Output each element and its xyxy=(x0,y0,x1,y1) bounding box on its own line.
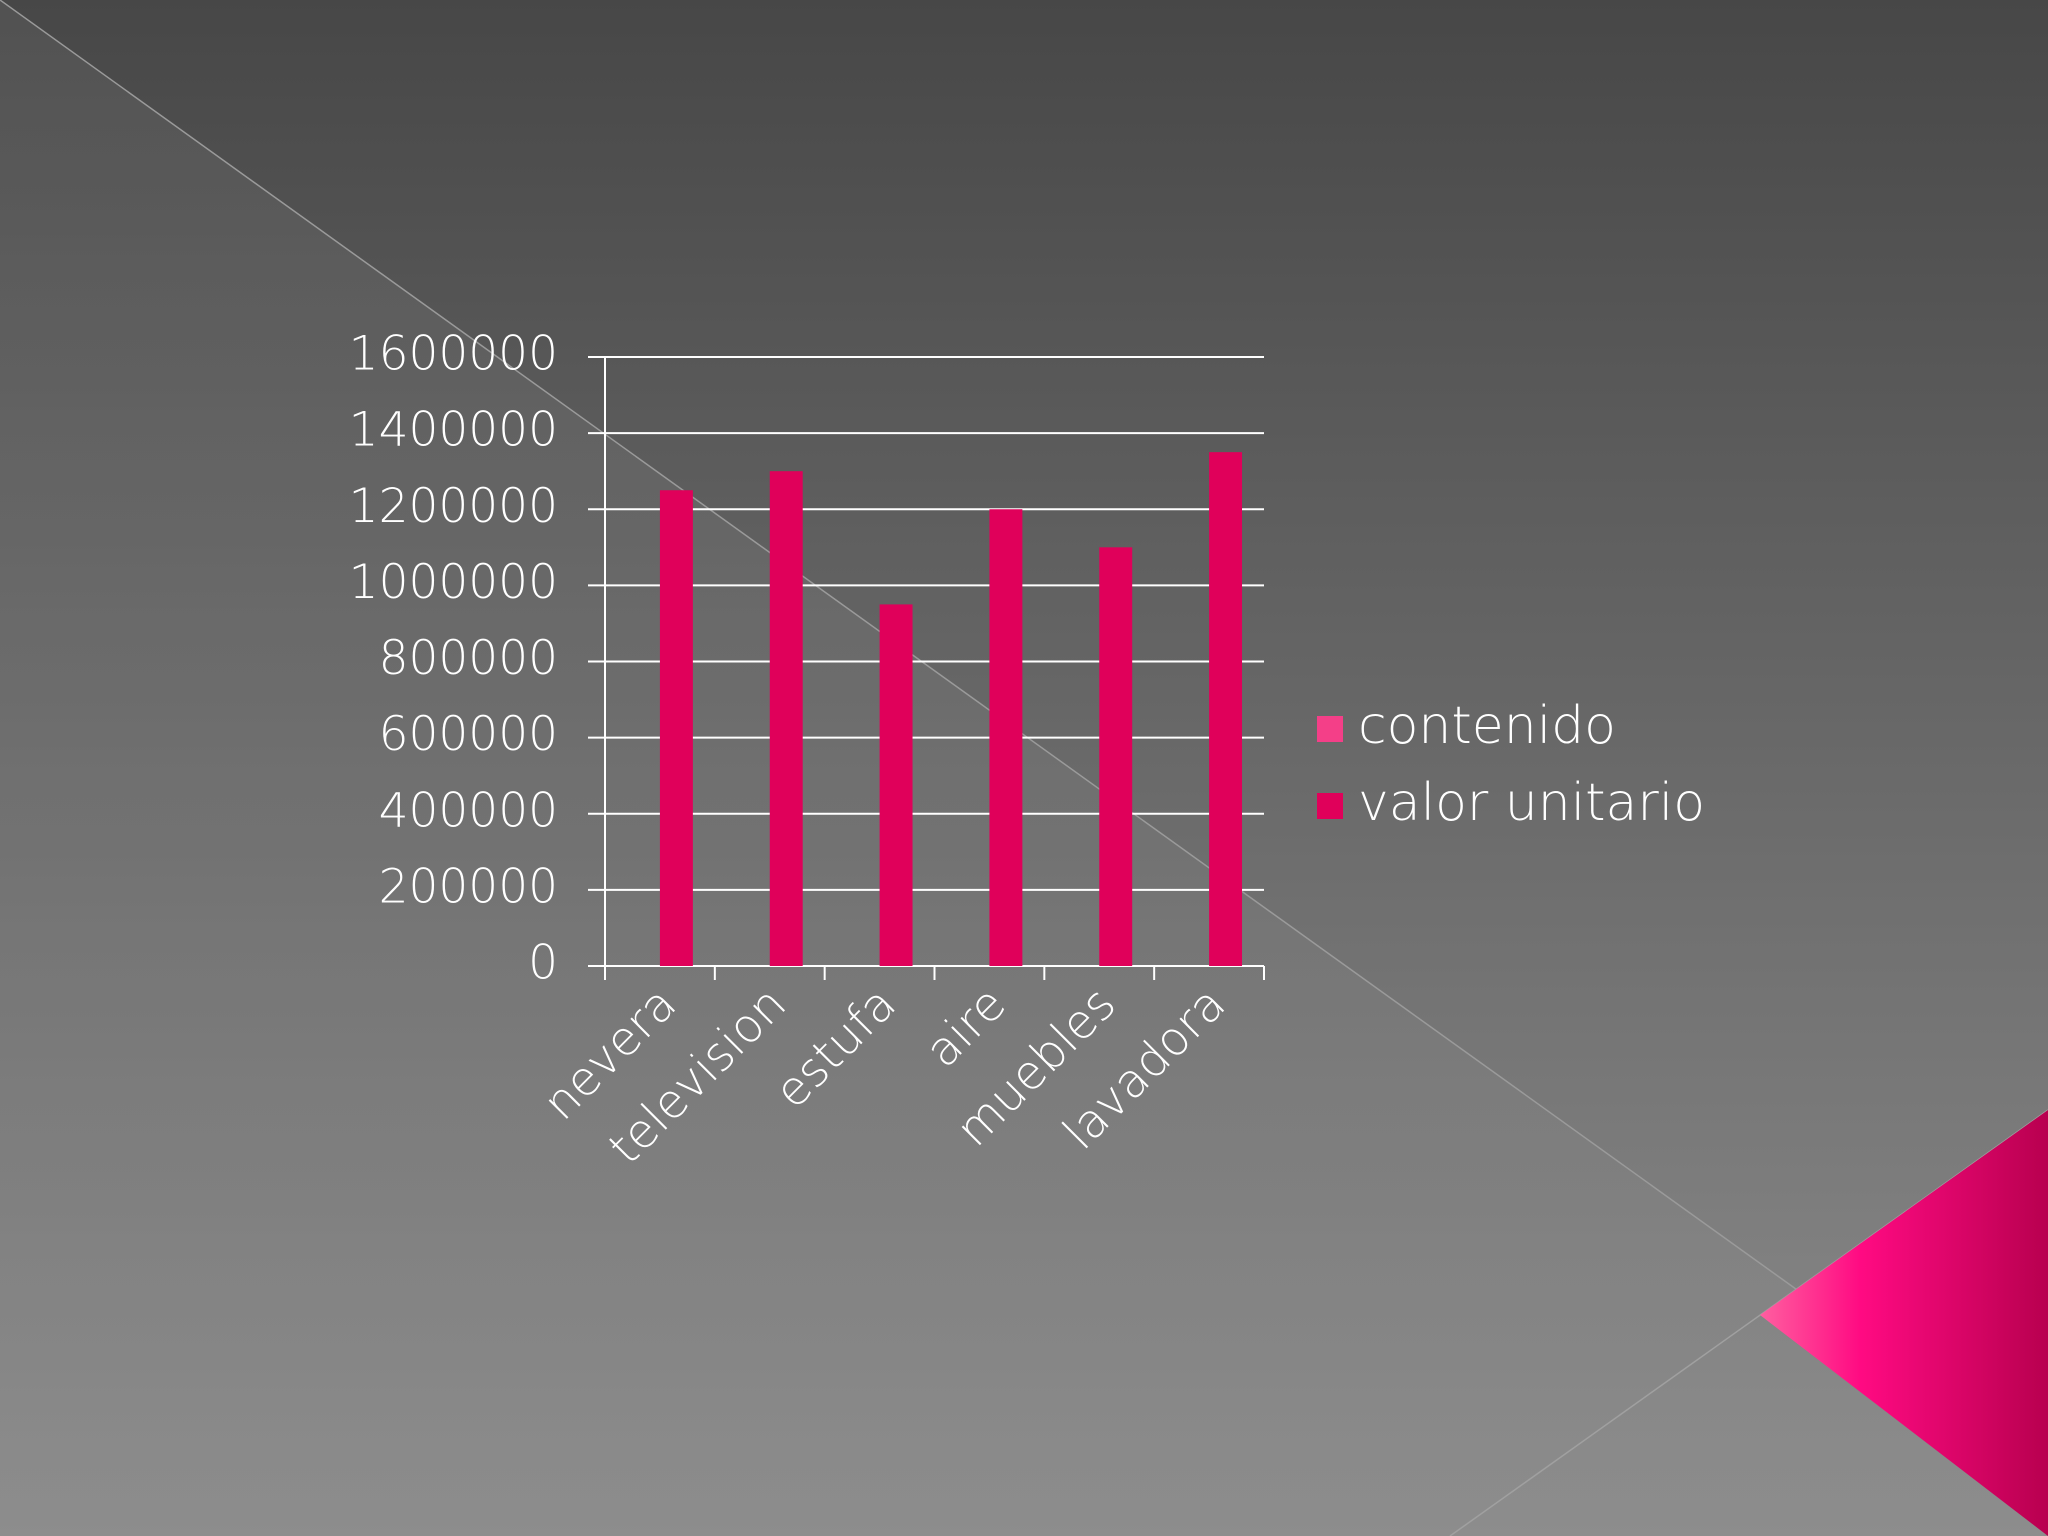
y-tick-label: 400000 xyxy=(379,783,558,838)
bar xyxy=(989,509,1023,966)
y-tick-label: 600000 xyxy=(379,707,558,762)
y-tick-label: 1000000 xyxy=(349,555,558,610)
y-tick-label: 1200000 xyxy=(349,479,558,534)
legend-label: valor unitario xyxy=(1358,773,1705,833)
bar xyxy=(1209,452,1243,966)
bar xyxy=(769,471,803,966)
bar xyxy=(1099,547,1133,966)
y-tick-label: 0 xyxy=(528,936,558,991)
legend-swatch xyxy=(1317,793,1343,819)
legend-label: contenido xyxy=(1358,696,1616,756)
bar xyxy=(879,604,913,966)
diagonal-line xyxy=(0,0,2048,1471)
pink-triangle xyxy=(1760,1110,2048,1536)
y-tick-label: 800000 xyxy=(379,631,558,686)
y-tick-label: 200000 xyxy=(379,859,558,914)
legend-swatch xyxy=(1317,716,1343,742)
y-tick-label: 1400000 xyxy=(349,403,558,458)
bar xyxy=(659,490,693,966)
y-tick-label: 1600000 xyxy=(349,327,558,382)
